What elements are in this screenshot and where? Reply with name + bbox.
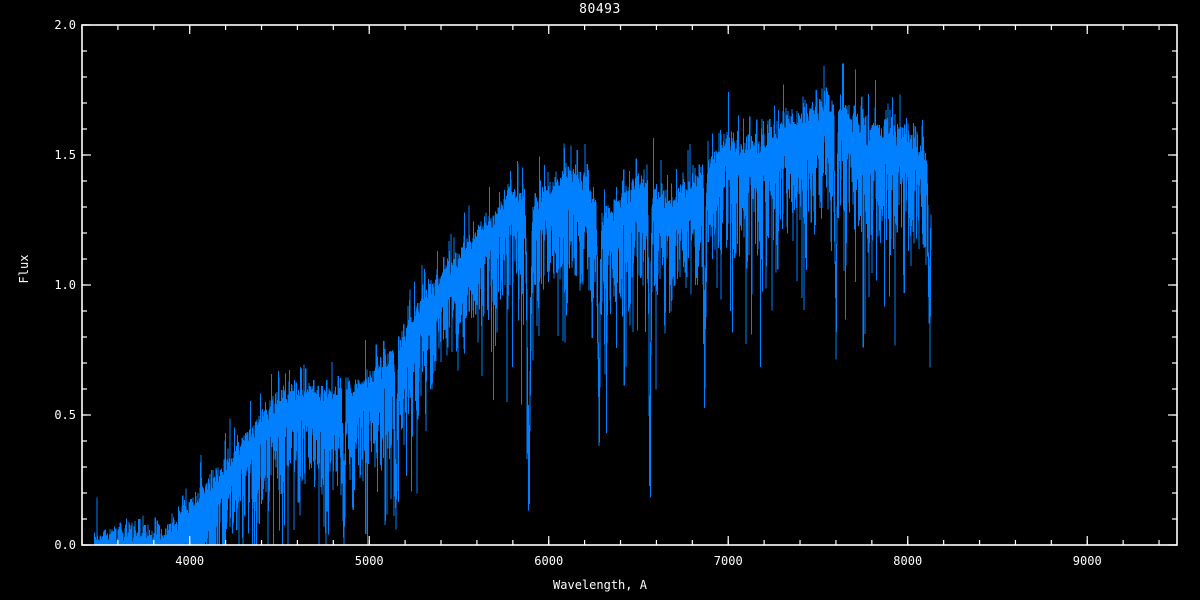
spectrum-trace <box>94 63 932 548</box>
y-tick-label: 2.0 <box>54 18 76 32</box>
x-tick-label: 8000 <box>893 554 923 568</box>
x-tick-label: 7000 <box>713 554 743 568</box>
y-tick-label: 0.5 <box>54 408 76 422</box>
y-tick-label: 1.5 <box>54 148 76 162</box>
plot-axes <box>81 24 1178 546</box>
x-axis-label: Wavelength, A <box>553 578 647 592</box>
y-tick-label: 0.0 <box>54 538 76 552</box>
x-tick-label: 9000 <box>1072 554 1102 568</box>
x-tick-label: 5000 <box>354 554 384 568</box>
x-tick-label: 6000 <box>534 554 564 568</box>
y-tick-label: 1.0 <box>54 278 76 292</box>
page-title: 80493 <box>579 2 621 17</box>
x-tick-label: 4000 <box>175 554 205 568</box>
